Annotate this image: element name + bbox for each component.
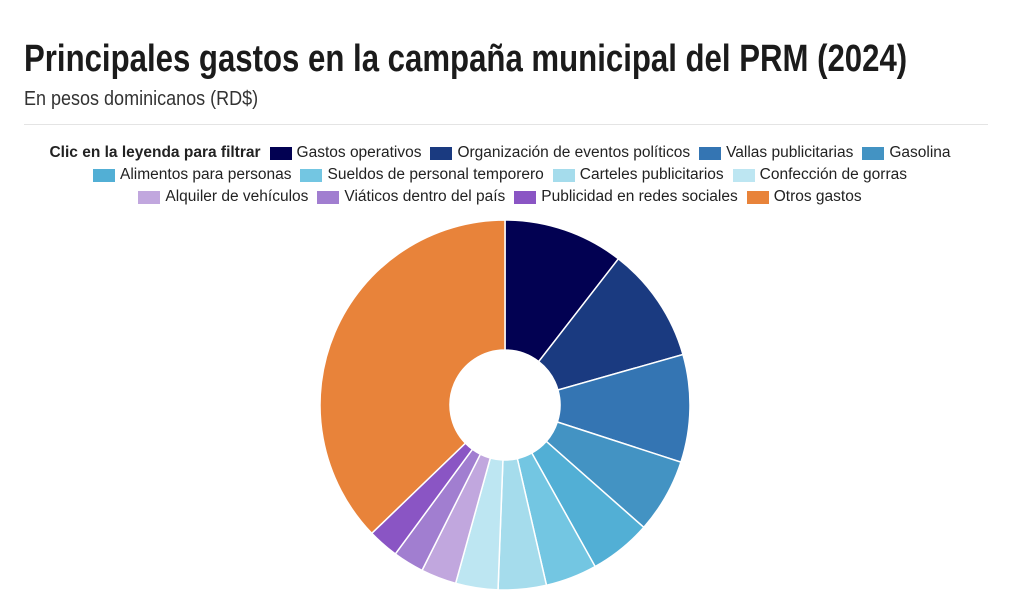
legend-swatch	[862, 146, 885, 160]
legend-swatch	[732, 168, 755, 182]
legend-label: Gastos operativos	[296, 144, 422, 161]
legend-item[interactable]: Viáticos dentro del país	[317, 188, 505, 206]
divider	[24, 124, 988, 125]
legend-swatch	[699, 146, 722, 160]
legend-swatch	[138, 190, 161, 204]
legend-swatch	[746, 190, 769, 204]
legend-swatch	[514, 190, 537, 204]
legend-label: Otros gastos	[773, 188, 862, 205]
legend: Clic en la leyenda para filtrar Gastos op…	[0, 142, 1000, 208]
legend-label: Publicidad en redes sociales	[541, 188, 738, 205]
legend-swatch	[269, 146, 292, 160]
legend-item[interactable]: Confección de gorras	[732, 166, 907, 184]
legend-hint: Clic en la leyenda para filtrar	[49, 144, 261, 161]
legend-label: Vallas publicitarias	[726, 144, 854, 161]
legend-label: Alimentos para personas	[120, 166, 292, 183]
legend-item[interactable]: Sueldos de personal temporero	[300, 166, 544, 184]
legend-row: Alimentos para personas Sueldos de person…	[0, 164, 1000, 186]
legend-swatch	[552, 168, 575, 182]
legend-item[interactable]: Gasolina	[862, 144, 951, 162]
legend-swatch	[430, 146, 453, 160]
legend-row: Clic en la leyenda para filtrar Gastos op…	[0, 142, 1000, 164]
legend-item[interactable]: Alimentos para personas	[93, 166, 291, 184]
legend-label: Viáticos dentro del país	[344, 188, 506, 205]
legend-swatch	[300, 168, 323, 182]
legend-item[interactable]: Carteles publicitarios	[552, 166, 724, 184]
legend-item[interactable]: Organización de eventos políticos	[430, 144, 690, 162]
legend-label: Carteles publicitarios	[579, 166, 724, 183]
donut-slice	[504, 219, 620, 363]
legend-label: Sueldos de personal temporero	[327, 166, 544, 183]
legend-row: Alquiler de vehículos Viáticos dentro del…	[0, 186, 1000, 208]
chart-subtitle: En pesos dominicanos (RD$)	[24, 88, 259, 110]
legend-swatch	[317, 190, 340, 204]
legend-item[interactable]: Publicidad en redes sociales	[514, 188, 738, 206]
legend-label: Alquiler de vehículos	[165, 188, 309, 205]
legend-item[interactable]: Alquiler de vehículos	[138, 188, 308, 206]
legend-swatch	[93, 168, 116, 182]
legend-label: Organización de eventos políticos	[457, 144, 691, 161]
legend-item[interactable]: Gastos operativos	[269, 144, 422, 162]
legend-label: Confección de gorras	[759, 166, 907, 183]
donut-slice	[319, 219, 506, 535]
legend-item[interactable]: Vallas publicitarias	[699, 144, 853, 162]
chart-title: Principales gastos en la campaña municip…	[24, 38, 908, 80]
legend-item[interactable]: Otros gastos	[746, 188, 862, 206]
chart	[319, 219, 691, 591]
legend-label: Gasolina	[889, 144, 951, 161]
donut-slice	[537, 257, 684, 391]
